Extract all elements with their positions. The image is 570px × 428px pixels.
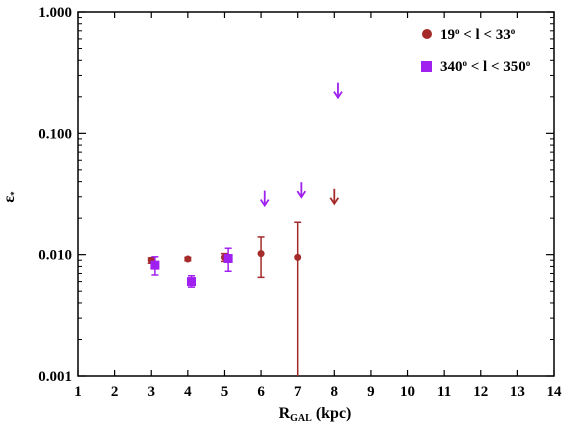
legend: 19o < l < 33o 340o < l < 350o — [421, 26, 531, 75]
data-point — [257, 250, 265, 258]
y-tick-label: 1.000 — [38, 5, 72, 21]
arrow-head — [259, 199, 270, 208]
x-tick-label: 10 — [400, 384, 415, 400]
y-tick-label: 0.010 — [38, 248, 72, 264]
x-tick-label: 11 — [437, 384, 451, 400]
legend-label-series-1: 19o < l < 33o — [440, 26, 516, 43]
upper-limit-arrow — [333, 82, 343, 100]
data-point — [150, 260, 160, 270]
y-tick-label: 0.100 — [38, 126, 72, 142]
x-tick-label: 2 — [111, 384, 119, 400]
series-2 — [150, 82, 343, 288]
data-point — [223, 253, 233, 263]
arrow-head — [333, 91, 343, 100]
x-tick-label: 5 — [221, 384, 229, 400]
legend-label-series-2: 340o < l < 350o — [440, 58, 531, 75]
upper-limit-arrow — [259, 190, 270, 208]
data-point — [184, 255, 192, 263]
series-1 — [147, 188, 340, 376]
x-tick-label: 12 — [473, 384, 488, 400]
y-tick-label: 0.001 — [38, 369, 72, 385]
x-tick-label: 4 — [184, 384, 192, 400]
x-axis-ticks: 1 2 3 4 5 6 7 8 9 10 11 12 13 14 — [74, 12, 562, 400]
plot-frame — [77, 11, 555, 377]
arrow-head — [329, 197, 340, 206]
x-tick-label: 6 — [257, 384, 265, 400]
x-tick-label: 9 — [367, 384, 375, 400]
x-axis-label: RGAL (kpc) — [279, 405, 352, 424]
legend-marker-series-2 — [421, 61, 432, 72]
data-marks — [147, 82, 343, 376]
y-axis-ticks: 0.001 0.010 0.100 1.000 — [38, 5, 554, 385]
upper-limit-arrow — [296, 182, 307, 199]
x-tick-label: 7 — [294, 384, 302, 400]
y-axis-label: ε* — [1, 191, 19, 203]
data-point — [294, 253, 302, 261]
x-tick-label: 13 — [510, 384, 525, 400]
arrow-head — [296, 190, 307, 199]
x-tick-label: 14 — [547, 384, 563, 400]
x-tick-label: 3 — [147, 384, 155, 400]
plot-border — [77, 11, 555, 377]
legend-marker-series-1 — [422, 29, 432, 39]
data-point — [187, 277, 197, 287]
x-tick-label: 8 — [331, 384, 339, 400]
upper-limit-arrow — [329, 188, 340, 206]
x-tick-label: 1 — [74, 384, 82, 400]
